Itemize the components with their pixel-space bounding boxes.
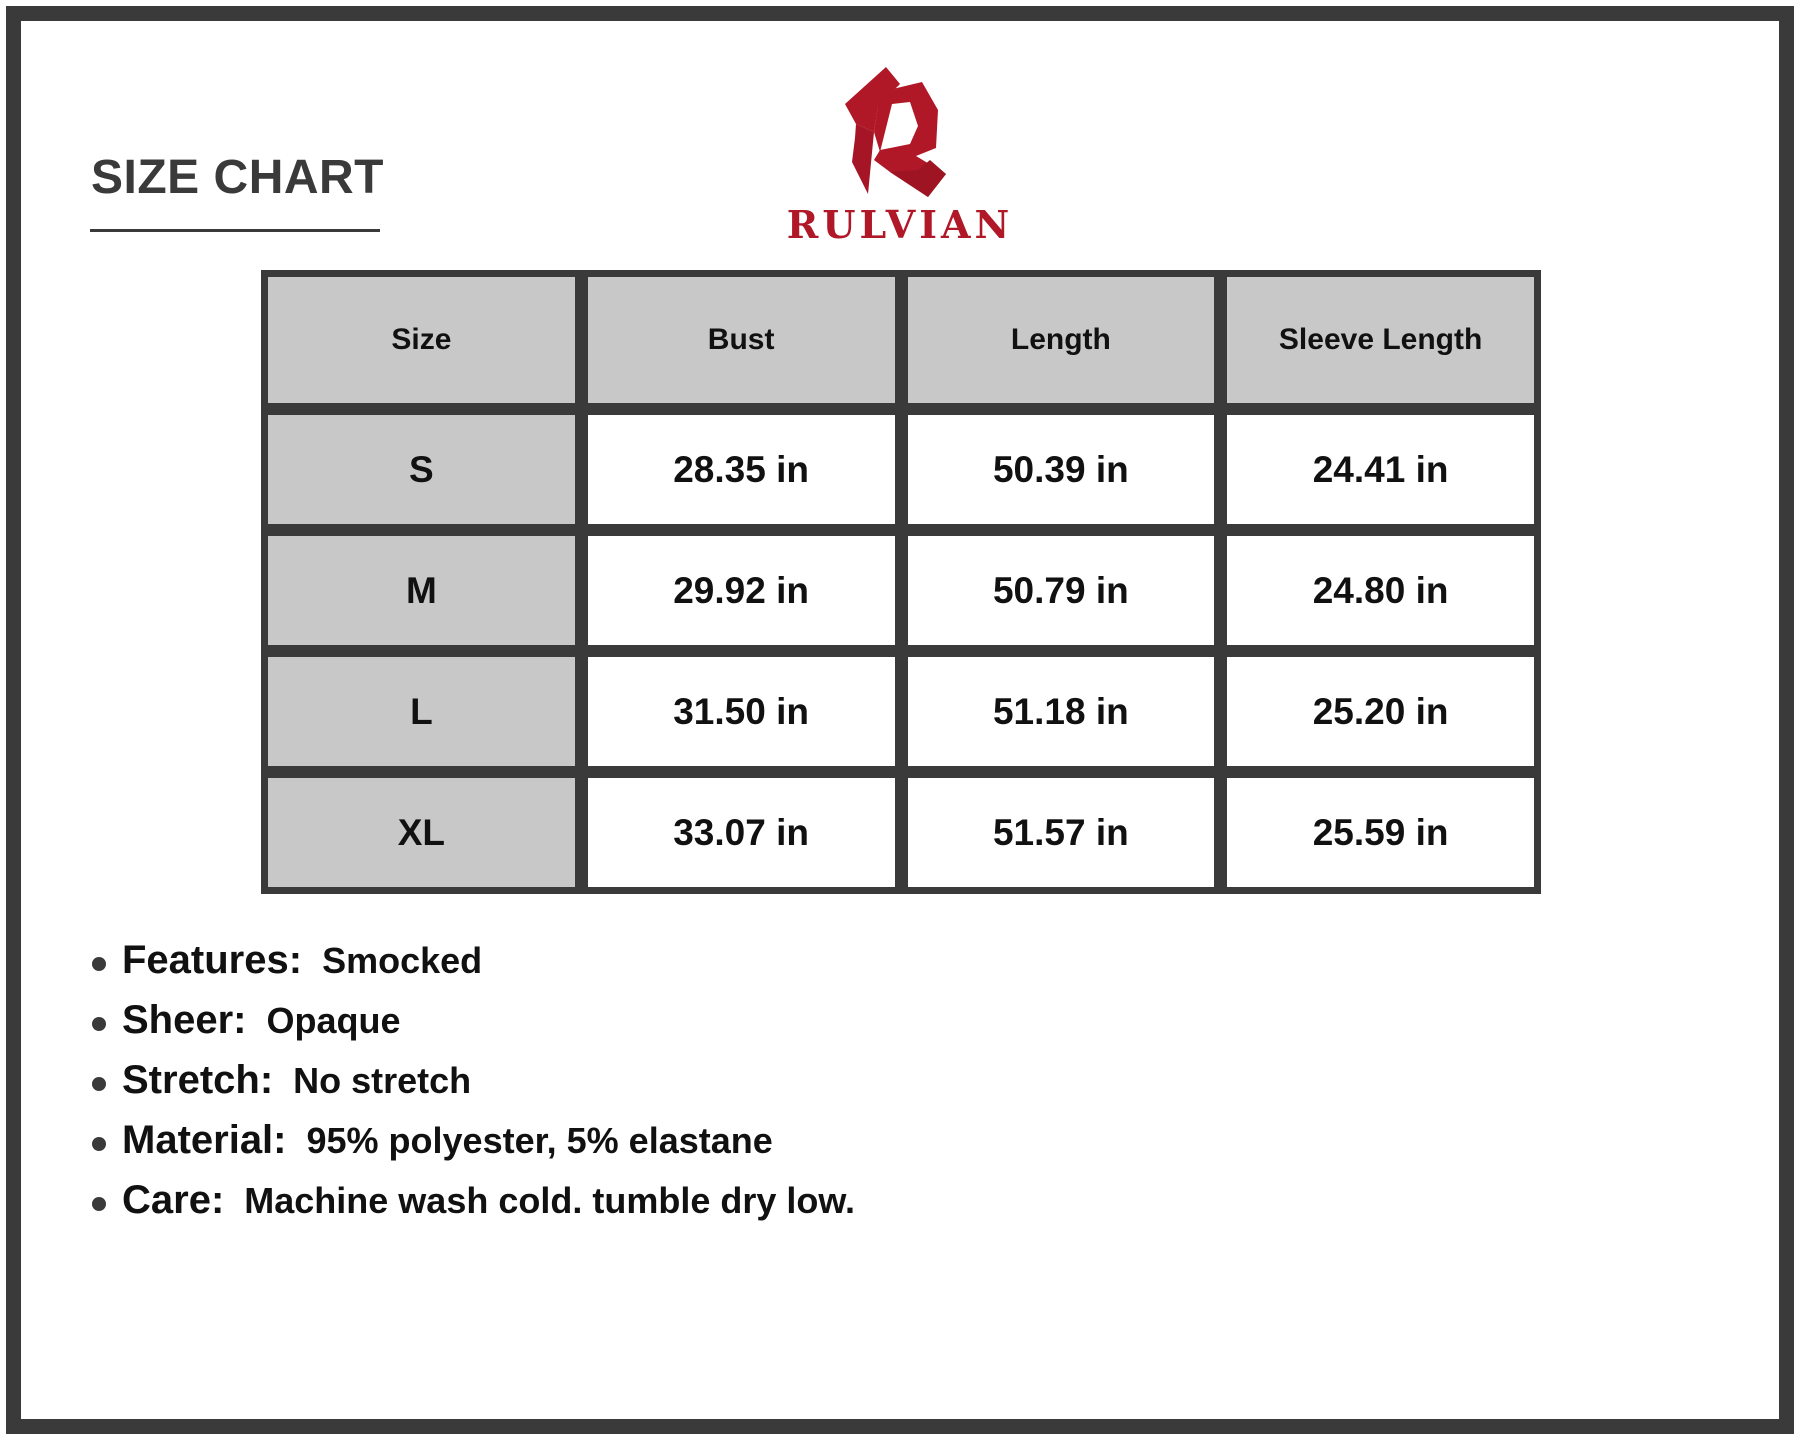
- table-cell-length: 50.79 in: [907, 536, 1215, 645]
- spec-item-care: Care: Machine wash cold. tumble dry low.: [92, 1178, 855, 1238]
- table-cell-length: 50.39 in: [907, 415, 1215, 524]
- table-cell-size: L: [268, 657, 575, 766]
- column-header-bust: Bust: [587, 277, 895, 403]
- product-specs-list: Features: Smocked Sheer: Opaque Stretch:…: [92, 938, 855, 1238]
- spec-item-features: Features: Smocked: [92, 938, 855, 998]
- brand-name: RULVIAN: [786, 202, 1014, 247]
- spec-label: Sheer:: [122, 998, 247, 1042]
- table-cell-bust: 31.50 in: [587, 657, 895, 766]
- table-cell-sleeve: 25.59 in: [1227, 778, 1534, 887]
- spec-value: Smocked: [322, 940, 483, 981]
- column-header-sleeve-length: Sleeve Length: [1227, 277, 1534, 403]
- spec-label: Material:: [122, 1118, 287, 1162]
- table-cell-size: XL: [268, 778, 575, 887]
- bullet-icon: [92, 1017, 106, 1031]
- bullet-icon: [92, 1137, 106, 1151]
- table-cell-sleeve: 24.80 in: [1227, 536, 1534, 645]
- spec-label: Features:: [122, 938, 303, 982]
- spec-value: No stretch: [293, 1060, 472, 1101]
- spec-item-material: Material: 95% polyester, 5% elastane: [92, 1118, 855, 1178]
- spec-label: Care:: [122, 1178, 225, 1222]
- spec-item-sheer: Sheer: Opaque: [92, 998, 855, 1058]
- spec-value: Machine wash cold. tumble dry low.: [244, 1180, 856, 1221]
- column-header-size: Size: [268, 277, 575, 403]
- spec-label: Stretch:: [122, 1058, 274, 1102]
- table-cell-bust: 28.35 in: [587, 415, 895, 524]
- bullet-icon: [92, 1197, 106, 1211]
- bullet-icon: [92, 957, 106, 971]
- page-title: SIZE CHART: [91, 151, 384, 204]
- spec-value: Opaque: [266, 1000, 401, 1041]
- table-cell-size: M: [268, 536, 575, 645]
- bullet-icon: [92, 1077, 106, 1091]
- size-chart-table: Size Bust Length Sleeve Length S 28.35 i…: [261, 270, 1541, 894]
- spec-item-stretch: Stretch: No stretch: [92, 1058, 855, 1118]
- table-cell-bust: 33.07 in: [587, 778, 895, 887]
- table-cell-bust: 29.92 in: [587, 536, 895, 645]
- column-header-length: Length: [907, 277, 1215, 403]
- table-cell-length: 51.57 in: [907, 778, 1215, 887]
- table-cell-length: 51.18 in: [907, 657, 1215, 766]
- table-cell-sleeve: 25.20 in: [1227, 657, 1534, 766]
- title-underline: [90, 229, 380, 232]
- stylized-r-logo-icon: [845, 67, 946, 197]
- brand-logo: RULVIAN: [770, 62, 1030, 252]
- table-cell-sleeve: 24.41 in: [1227, 415, 1534, 524]
- table-cell-size: S: [268, 415, 575, 524]
- spec-value: 95% polyester, 5% elastane: [306, 1120, 773, 1161]
